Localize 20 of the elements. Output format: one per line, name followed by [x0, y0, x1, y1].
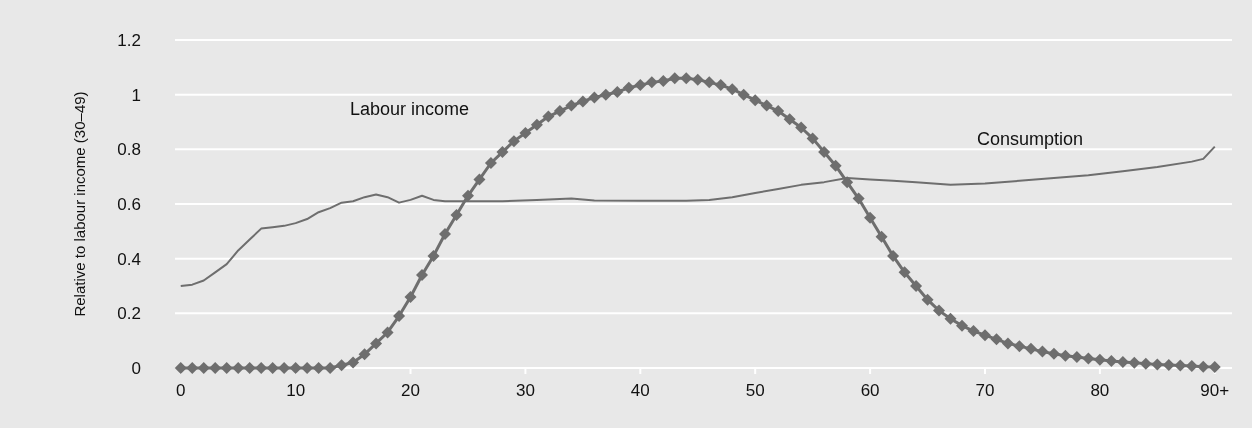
text: Labour income — [350, 99, 470, 119]
x-tick-label: 40 — [630, 381, 650, 400]
x-tick-label: 70 — [975, 381, 995, 400]
x-tick-label: 60 — [860, 381, 880, 400]
x-tick-label: 0 — [176, 381, 186, 400]
y-tick-label: 0.8 — [117, 140, 141, 160]
series-label: Consumption — [977, 129, 1084, 149]
y-tick-label: 1 — [131, 85, 141, 105]
x-tick-label: 20 — [401, 381, 420, 400]
y-tick-label: 0 — [131, 359, 141, 378]
x-tick-label: 50 — [745, 381, 765, 400]
y-tick-label: 0.6 — [117, 195, 141, 214]
x-tick-label: 10 — [286, 381, 306, 400]
x-tick-label: 30 — [515, 381, 535, 400]
x-tick-label: 80 — [1090, 381, 1110, 400]
x-tick-label: 90+ — [1200, 381, 1230, 400]
y-tick-label: 0.4 — [117, 249, 141, 269]
y-axis-title: Relative to labour income (30–49) — [71, 91, 88, 317]
y-tick-label: 1.2 — [117, 31, 141, 50]
y-tick-label: 0.2 — [117, 304, 141, 324]
